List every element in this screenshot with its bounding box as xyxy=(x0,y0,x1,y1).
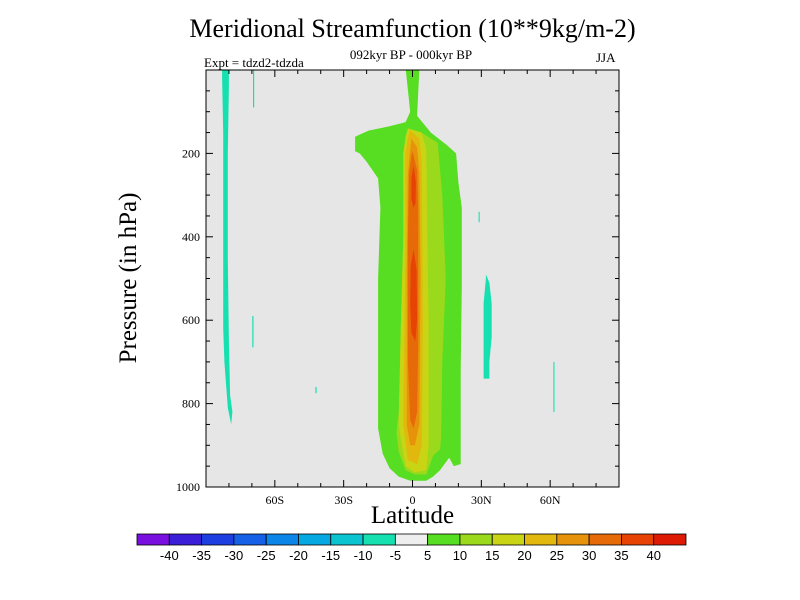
season-label: JJA xyxy=(596,50,616,65)
x-tick-label: 0 xyxy=(410,493,416,507)
x-tick-label: 60N xyxy=(540,493,561,507)
colorbar-label: 20 xyxy=(517,548,531,563)
nh-midlat-negative-strip xyxy=(553,361,555,412)
sh-subtropic-negative-dot xyxy=(315,386,317,394)
colorbar-label: 10 xyxy=(453,548,467,563)
colorbar-label: -30 xyxy=(224,548,243,563)
sh-midlat-negative-strip xyxy=(253,70,255,108)
axes: 200 400 600 800 1000 60S 30S 0 30N 60N xyxy=(176,70,619,507)
y-tick-label: 400 xyxy=(182,230,200,244)
hadley-cell-35-40 xyxy=(411,165,416,208)
colorbar-label: -40 xyxy=(160,548,179,563)
colorbar-swatch xyxy=(621,533,655,546)
colorbar-swatch xyxy=(136,533,170,546)
colorbar-swatch xyxy=(459,533,493,546)
colorbar-label: 15 xyxy=(485,548,499,563)
y-tick-label: 600 xyxy=(182,313,200,327)
colorbar-swatch xyxy=(524,533,558,546)
contour-regions xyxy=(222,70,555,481)
colorbar-swatch xyxy=(653,533,687,546)
colorbar-label: -5 xyxy=(390,548,402,563)
colorbar-swatch xyxy=(427,533,461,546)
y-tick-label: 200 xyxy=(182,146,200,160)
nh-subtropic-negative-cell xyxy=(483,274,492,379)
colorbar-label: 25 xyxy=(550,548,564,563)
colorbar-swatch xyxy=(491,533,525,546)
colorbar-label: -25 xyxy=(257,548,276,563)
hadley-cell-35-40-lower xyxy=(410,249,418,342)
colorbar-label: 30 xyxy=(582,548,596,563)
colorbar-swatch xyxy=(362,533,396,546)
colorbar-swatch xyxy=(556,533,590,546)
colorbar-swatch xyxy=(330,533,364,546)
colorbar-label: -15 xyxy=(321,548,340,563)
colorbar-swatch xyxy=(394,533,429,546)
colorbar: -40 -35 -30 -25 -20 -15 -10 -5 5 10 15 20 25 30 35 40 xyxy=(136,533,687,563)
y-tick-label: 1000 xyxy=(176,480,200,494)
chart-title: Meridional Streamfunction (10**9kg/m-2) xyxy=(189,14,636,43)
colorbar-label: 40 xyxy=(646,548,660,563)
experiment-label: Expt = tdzd2-tdzda xyxy=(204,55,304,70)
x-tick-label: 60S xyxy=(265,493,284,507)
colorbar-label: -10 xyxy=(354,548,373,563)
x-axis-label: Latitude xyxy=(370,502,455,529)
colorbar-swatch xyxy=(201,533,235,546)
x-tick-label: 30S xyxy=(334,493,353,507)
y-tick-label: 800 xyxy=(182,397,200,411)
colorbar-label: 35 xyxy=(614,548,628,563)
colorbar-label: -35 xyxy=(192,548,211,563)
colorbar-swatch xyxy=(233,533,267,546)
colorbar-label: 5 xyxy=(424,548,431,563)
chart-subtitle: 092kyr BP - 000kyr BP xyxy=(349,47,473,62)
colorbar-swatch xyxy=(168,533,202,546)
colorbar-swatch xyxy=(298,533,332,546)
nh-subtropic-negative-dot xyxy=(478,211,480,223)
sh-high-lat-negative-cell xyxy=(222,70,233,425)
colorbar-swatch xyxy=(588,533,622,546)
colorbar-swatch xyxy=(265,533,299,546)
colorbar-label: -20 xyxy=(289,548,308,563)
x-tick-label: 30N xyxy=(471,493,492,507)
sh-midlat-negative-speck xyxy=(252,316,254,348)
